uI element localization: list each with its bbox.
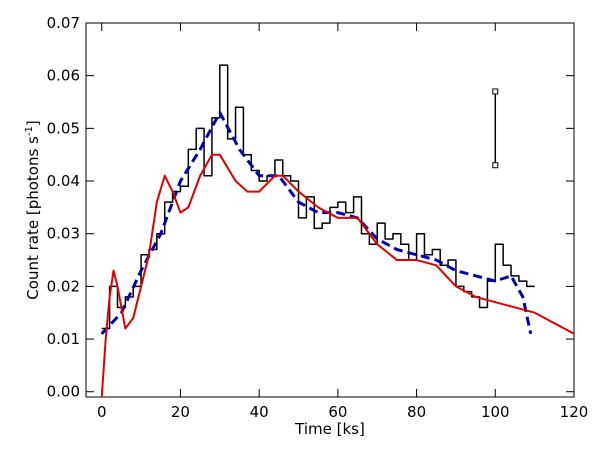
error-bar-cap [492,162,499,169]
y-tick-label: 0.02 [47,277,80,295]
y-tick-label: 0.04 [47,172,80,190]
x-tick-label: 80 [407,403,426,421]
series-line [101,64,535,330]
y-tick-label: 0.06 [47,67,80,85]
y-tick-label: 0.07 [47,14,80,32]
x-tick-label: 0 [97,403,107,421]
y-tick-label: 0.03 [47,225,80,243]
y-axis-label-sup: -1 [24,126,35,136]
x-tick-label: 60 [328,403,347,421]
x-tick-label: 100 [481,403,510,421]
plot-frame [85,22,575,398]
series-line [100,111,533,335]
y-axis-label-main: Count rate [photons s [24,136,42,300]
y-axis-label-end: ] [24,120,42,126]
y-tick-label: 0.05 [47,119,80,137]
y-tick-label: 0.00 [47,383,80,401]
x-tick-label: 40 [250,403,269,421]
y-axis-label: Count rate [photons s-1] [24,120,42,299]
y-tick-label: 0.01 [47,330,80,348]
error-bar-cap [492,88,499,95]
x-axis-label: Time [ks] [294,420,365,438]
x-tick-label: 120 [560,403,589,421]
x-tick-label: 20 [171,403,190,421]
series-line [100,153,575,398]
